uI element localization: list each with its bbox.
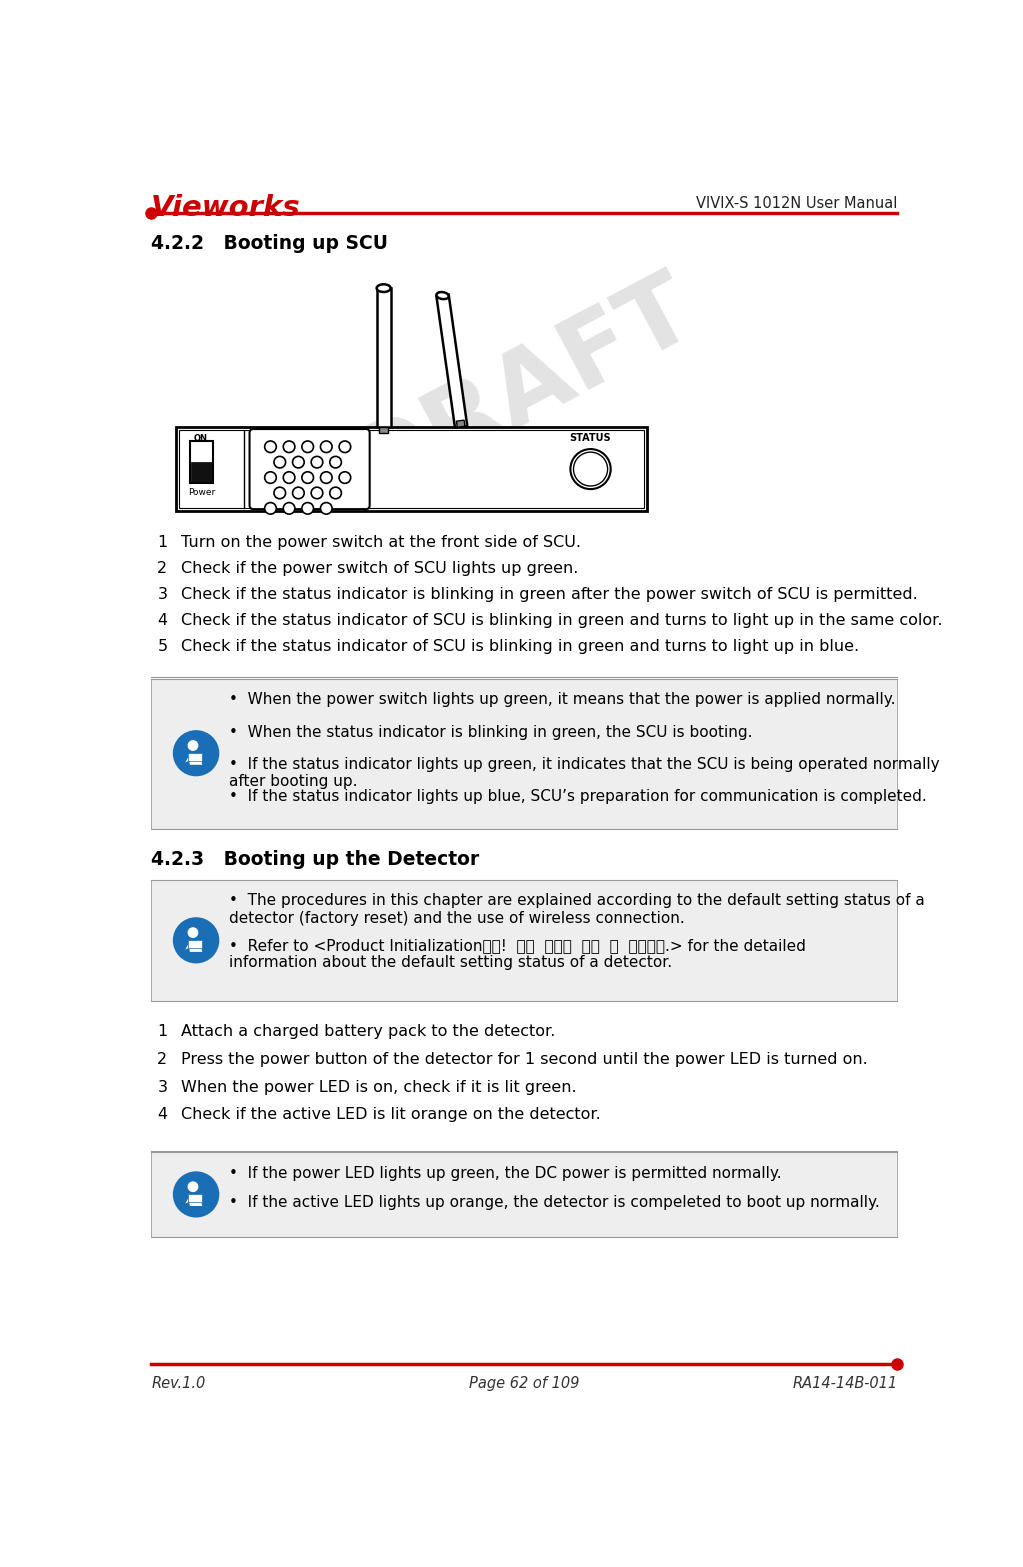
FancyBboxPatch shape <box>250 429 369 509</box>
Circle shape <box>293 456 304 469</box>
Circle shape <box>574 453 608 486</box>
Text: 4: 4 <box>158 1108 168 1122</box>
Circle shape <box>265 472 276 483</box>
Circle shape <box>283 472 295 483</box>
Text: When the power LED is on, check if it is lit green.: When the power LED is on, check if it is… <box>181 1080 576 1095</box>
Text: OFF: OFF <box>191 476 210 486</box>
Text: Press the power button of the detector for 1 second until the power LED is turne: Press the power button of the detector f… <box>181 1051 868 1067</box>
Polygon shape <box>185 1199 188 1203</box>
Circle shape <box>329 456 342 469</box>
Text: 4.2.2   Booting up SCU: 4.2.2 Booting up SCU <box>151 233 388 254</box>
Bar <box>190 462 213 483</box>
Text: 2: 2 <box>158 1051 168 1067</box>
Bar <box>188 754 203 762</box>
Bar <box>151 679 897 829</box>
Text: Check if the active LED is lit orange on the detector.: Check if the active LED is lit orange on… <box>181 1108 601 1122</box>
Circle shape <box>283 440 295 453</box>
Circle shape <box>329 487 342 498</box>
Bar <box>188 1194 203 1202</box>
Circle shape <box>302 472 313 483</box>
Text: STATUS: STATUS <box>570 432 612 443</box>
Text: •  If the status indicator lights up green, it indicates that the SCU is being o: • If the status indicator lights up gree… <box>228 757 939 790</box>
Text: •  If the status indicator lights up blue, SCU’s preparation for communication i: • If the status indicator lights up blue… <box>228 790 927 804</box>
Circle shape <box>302 503 313 514</box>
Text: 4.2.3   Booting up the Detector: 4.2.3 Booting up the Detector <box>151 851 480 870</box>
Bar <box>190 440 213 483</box>
Circle shape <box>311 456 323 469</box>
Text: 1: 1 <box>158 1025 168 1039</box>
Text: 2: 2 <box>158 561 168 575</box>
Bar <box>151 1152 897 1236</box>
Text: RA14-14B-011: RA14-14B-011 <box>793 1376 897 1391</box>
Text: VIVIX-S 1012N User Manual: VIVIX-S 1012N User Manual <box>696 196 897 210</box>
Polygon shape <box>188 1196 203 1207</box>
Text: 1: 1 <box>158 534 168 550</box>
Polygon shape <box>185 757 188 763</box>
Text: Rev.1.0: Rev.1.0 <box>151 1376 206 1391</box>
Text: Check if the status indicator is blinking in green after the power switch of SCU: Check if the status indicator is blinkin… <box>181 588 918 602</box>
Text: ON: ON <box>193 434 208 443</box>
Polygon shape <box>456 420 465 428</box>
Polygon shape <box>437 295 468 428</box>
Circle shape <box>311 487 323 498</box>
Circle shape <box>320 472 332 483</box>
Text: Turn on the power switch at the front side of SCU.: Turn on the power switch at the front si… <box>181 534 581 550</box>
Polygon shape <box>188 755 203 765</box>
Circle shape <box>187 928 198 939</box>
Text: 4: 4 <box>158 613 168 628</box>
Text: •  Refer to <Product Initialization오류!  참조  원본을  찾을  수  없습니다.> for the detailed
: • Refer to <Product Initialization오류! 참조… <box>228 939 805 970</box>
Circle shape <box>274 456 285 469</box>
Bar <box>188 940 203 948</box>
Text: Check if the status indicator of SCU is blinking in green and turns to light up : Check if the status indicator of SCU is … <box>181 639 858 655</box>
Circle shape <box>571 450 611 489</box>
Text: •  The procedures in this chapter are explained according to the default setting: • The procedures in this chapter are exp… <box>228 893 925 926</box>
Text: 3: 3 <box>158 1080 168 1095</box>
Text: 3: 3 <box>158 588 168 602</box>
Circle shape <box>173 1171 219 1218</box>
Text: •  If the power LED lights up green, the DC power is permitted normally.: • If the power LED lights up green, the … <box>228 1166 782 1182</box>
Polygon shape <box>185 945 188 950</box>
Text: Attach a charged battery pack to the detector.: Attach a charged battery pack to the det… <box>181 1025 554 1039</box>
Text: DRAFT: DRAFT <box>336 259 711 519</box>
Circle shape <box>265 440 276 453</box>
Text: Vieworks: Vieworks <box>151 194 301 223</box>
Bar <box>151 879 897 1001</box>
Polygon shape <box>188 942 203 951</box>
Text: 5: 5 <box>158 639 168 655</box>
Text: Power: Power <box>188 489 215 497</box>
Circle shape <box>187 1182 198 1192</box>
Circle shape <box>339 472 351 483</box>
Circle shape <box>187 740 198 751</box>
Circle shape <box>265 503 276 514</box>
Bar <box>176 426 648 511</box>
Bar <box>379 426 389 432</box>
Bar <box>179 429 644 508</box>
Circle shape <box>339 440 351 453</box>
Circle shape <box>283 503 295 514</box>
Circle shape <box>274 487 285 498</box>
Ellipse shape <box>376 284 391 291</box>
Circle shape <box>320 503 332 514</box>
Ellipse shape <box>437 291 449 299</box>
Circle shape <box>302 440 313 453</box>
Text: Check if the power switch of SCU lights up green.: Check if the power switch of SCU lights … <box>181 561 578 575</box>
Circle shape <box>293 487 304 498</box>
Text: •  When the status indicator is blinking in green, the SCU is booting.: • When the status indicator is blinking … <box>228 724 752 740</box>
Text: •  If the active LED lights up orange, the detector is compeleted to boot up nor: • If the active LED lights up orange, th… <box>228 1196 880 1210</box>
Circle shape <box>173 730 219 776</box>
Text: Check if the status indicator of SCU is blinking in green and turns to light up : Check if the status indicator of SCU is … <box>181 613 942 628</box>
Text: •  When the power switch lights up green, it means that the power is applied nor: • When the power switch lights up green,… <box>228 693 895 707</box>
Bar <box>376 288 391 426</box>
Circle shape <box>173 917 219 964</box>
Circle shape <box>320 440 332 453</box>
Text: Page 62 of 109: Page 62 of 109 <box>469 1376 579 1391</box>
